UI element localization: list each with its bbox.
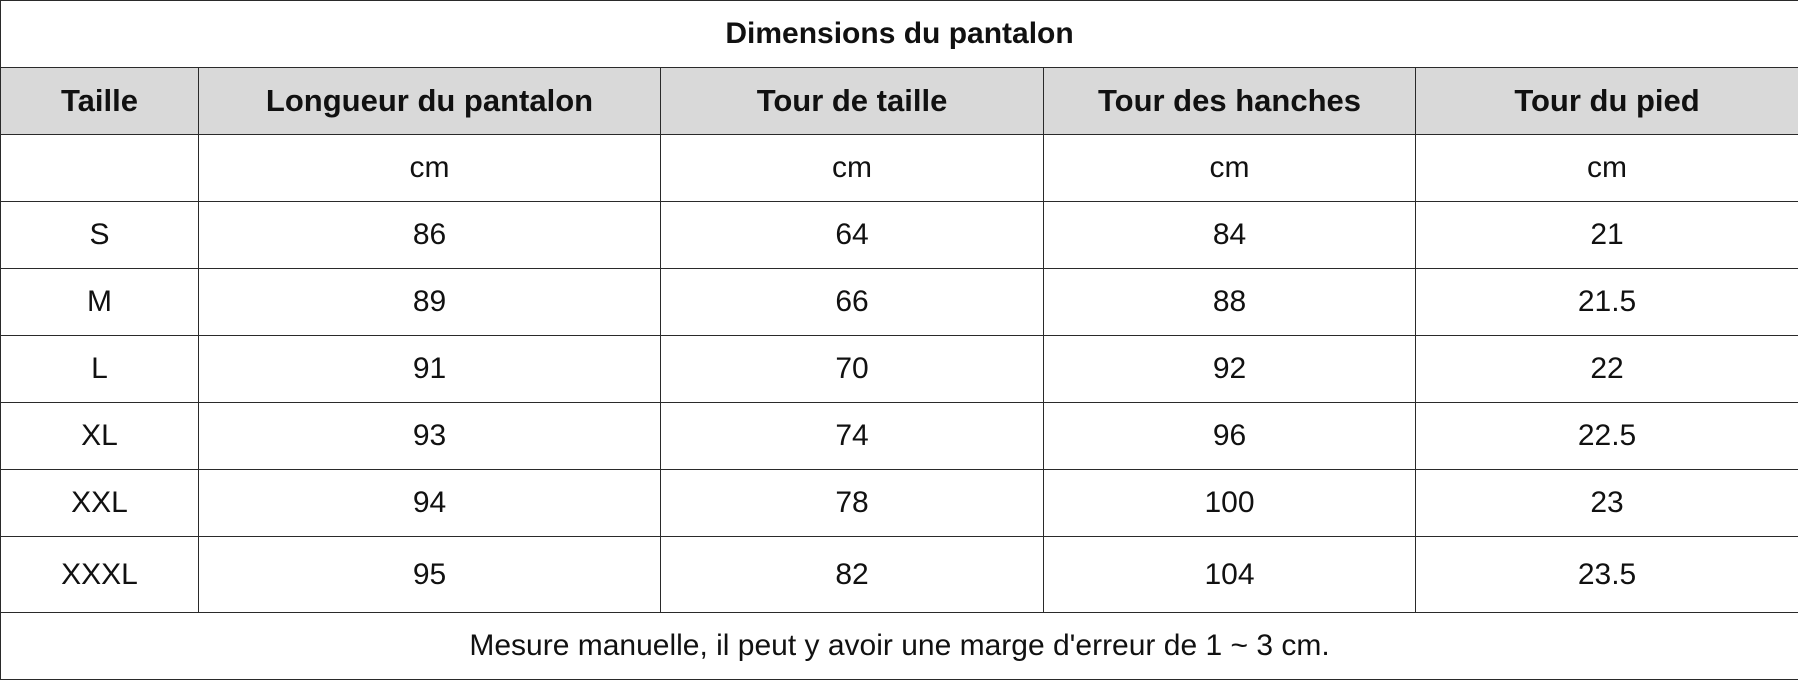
- unit-cell: cm: [661, 135, 1044, 202]
- table-row: XXL 94 78 100 23: [1, 470, 1798, 537]
- table-cell: 91: [199, 336, 661, 403]
- unit-cell: [1, 135, 199, 202]
- table-row: XL 93 74 96 22.5: [1, 403, 1798, 470]
- table-cell: 92: [1044, 336, 1416, 403]
- table-cell: 100: [1044, 470, 1416, 537]
- table-cell: 88: [1044, 269, 1416, 336]
- table-cell: 86: [199, 202, 661, 269]
- unit-row: cm cm cm cm: [1, 135, 1798, 202]
- size-cell: L: [1, 336, 199, 403]
- size-cell: XXL: [1, 470, 199, 537]
- note-row: Mesure manuelle, il peut y avoir une mar…: [1, 613, 1798, 680]
- table-cell: 82: [661, 537, 1044, 613]
- size-cell: XXXL: [1, 537, 199, 613]
- column-header-longueur: Longueur du pantalon: [199, 68, 661, 135]
- table-title: Dimensions du pantalon: [1, 1, 1798, 68]
- unit-cell: cm: [1044, 135, 1416, 202]
- table-cell: 94: [199, 470, 661, 537]
- table-cell: 89: [199, 269, 661, 336]
- table-cell: 74: [661, 403, 1044, 470]
- table-cell: 78: [661, 470, 1044, 537]
- table-cell: 104: [1044, 537, 1416, 613]
- column-header-tour-de-taille: Tour de taille: [661, 68, 1044, 135]
- header-row: Taille Longueur du pantalon Tour de tail…: [1, 68, 1798, 135]
- table-row: M 89 66 88 21.5: [1, 269, 1798, 336]
- column-header-taille: Taille: [1, 68, 199, 135]
- table-row: L 91 70 92 22: [1, 336, 1798, 403]
- size-cell: M: [1, 269, 199, 336]
- table-cell: 95: [199, 537, 661, 613]
- column-header-tour-des-hanches: Tour des hanches: [1044, 68, 1416, 135]
- column-header-tour-du-pied: Tour du pied: [1416, 68, 1798, 135]
- title-row: Dimensions du pantalon: [1, 1, 1798, 68]
- table-cell: 64: [661, 202, 1044, 269]
- table-cell: 23.5: [1416, 537, 1798, 613]
- table-cell: 70: [661, 336, 1044, 403]
- unit-cell: cm: [199, 135, 661, 202]
- size-cell: XL: [1, 403, 199, 470]
- table-cell: 84: [1044, 202, 1416, 269]
- table-cell: 96: [1044, 403, 1416, 470]
- unit-cell: cm: [1416, 135, 1798, 202]
- table-row: S 86 64 84 21: [1, 202, 1798, 269]
- table-cell: 93: [199, 403, 661, 470]
- table-cell: 22.5: [1416, 403, 1798, 470]
- table-cell: 23: [1416, 470, 1798, 537]
- table-cell: 22: [1416, 336, 1798, 403]
- table-cell: 21: [1416, 202, 1798, 269]
- size-cell: S: [1, 202, 199, 269]
- table-cell: 21.5: [1416, 269, 1798, 336]
- table-row: XXXL 95 82 104 23.5: [1, 537, 1798, 613]
- table-cell: 66: [661, 269, 1044, 336]
- measurement-note: Mesure manuelle, il peut y avoir une mar…: [1, 613, 1798, 680]
